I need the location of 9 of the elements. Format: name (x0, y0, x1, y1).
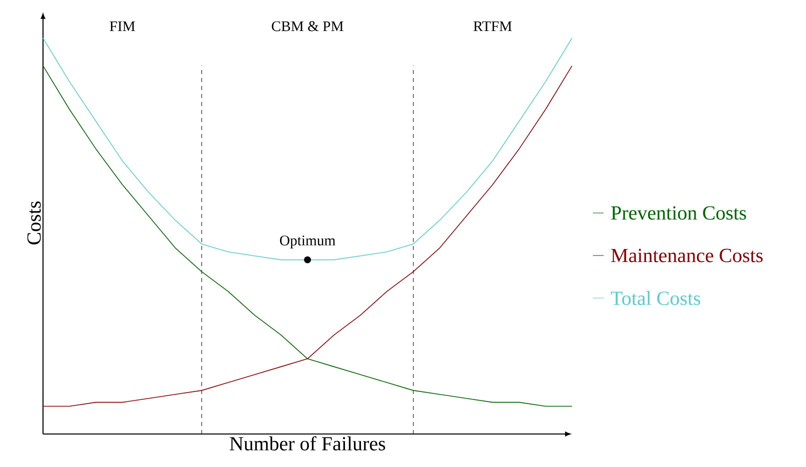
legend-label: Prevention Costs (611, 206, 746, 220)
text: CBM & PM (272, 21, 344, 32)
text: FIM (110, 21, 135, 32)
legend-label: Total Costs (610, 291, 700, 306)
y-axis-title: Costs (27, 201, 41, 244)
legend-label: Maintenance Costs (611, 248, 763, 262)
annotation: Optimum (280, 236, 336, 248)
text: RTFM (474, 21, 512, 32)
x-axis-title: Number of Failures (230, 436, 386, 450)
